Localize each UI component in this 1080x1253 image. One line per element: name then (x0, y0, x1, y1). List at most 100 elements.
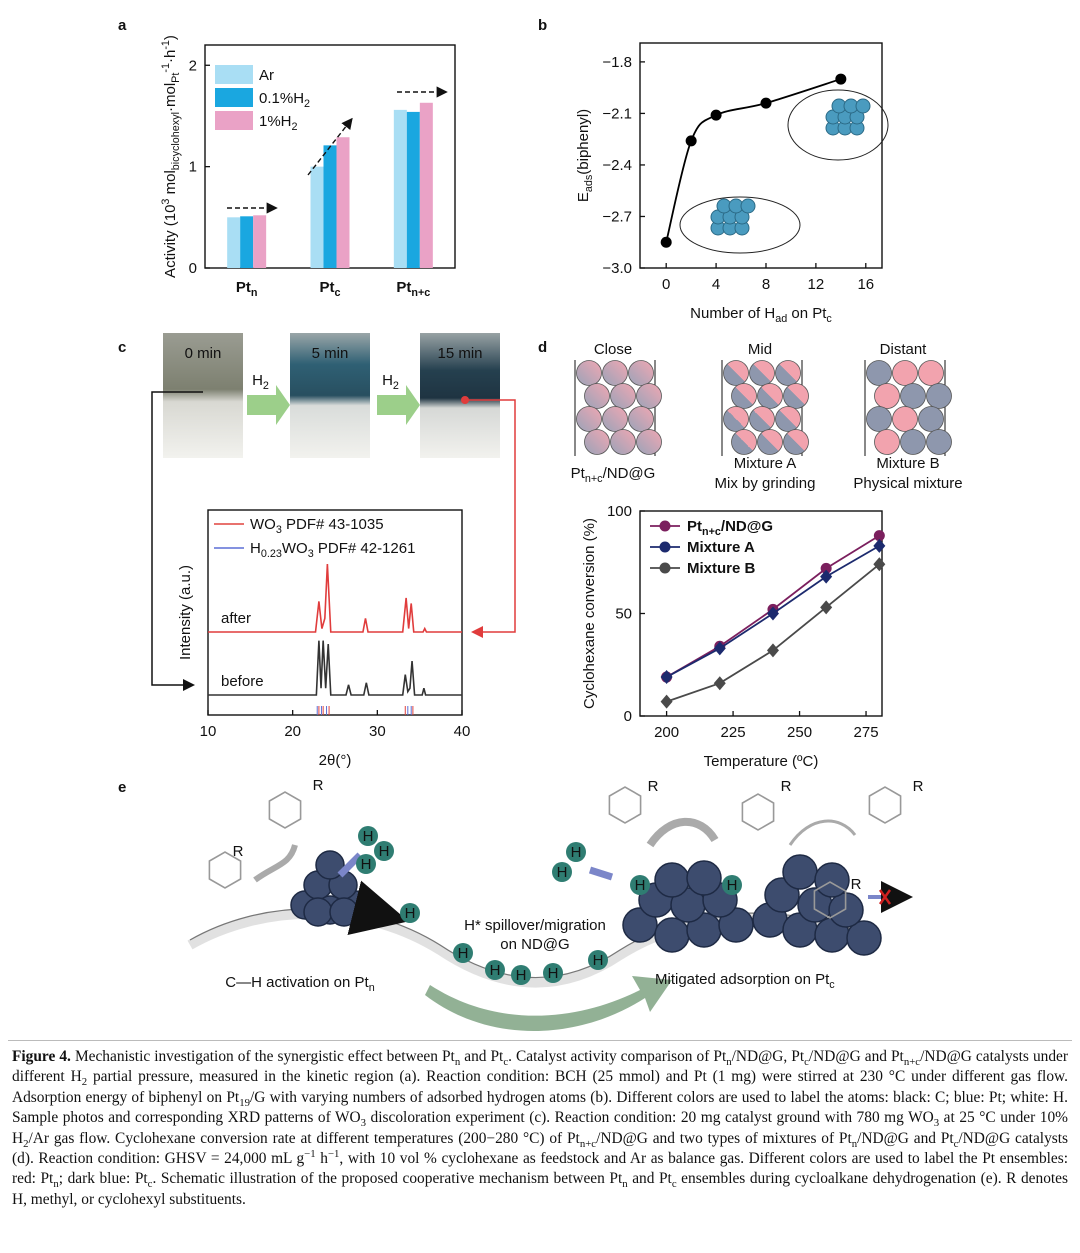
y-tick-label: 0 (189, 260, 197, 277)
h-atom-label: H (379, 843, 390, 860)
h-atom-label: H (458, 945, 469, 962)
flow-arrow (337, 852, 363, 878)
connector (465, 399, 516, 638)
x-tick-label: 16 (857, 276, 874, 293)
atom-disc (749, 406, 775, 432)
text-script: n+c (585, 473, 603, 485)
caption-script: 3 (360, 1117, 367, 1130)
arrow-label: H2 (382, 372, 399, 392)
legend-label: 1%H2 (259, 113, 298, 133)
atom-disc (628, 406, 654, 432)
text-script: 3 (308, 548, 314, 560)
h-atom (543, 963, 563, 983)
y-axis-label: Cyclohexane conversion (%) (581, 518, 598, 709)
caption-segment: at 25 °C under 10% H (12, 1109, 1068, 1147)
x-tick-label: 40 (454, 723, 471, 740)
atom-disc (866, 360, 892, 386)
substituent-label: R (913, 778, 924, 795)
schematic-label: C—H activation on Ptn (225, 974, 374, 994)
caption-script: 19 (239, 1096, 250, 1109)
pt-atom (686, 860, 722, 896)
plot-frame (207, 509, 463, 716)
atom-disc (723, 360, 749, 386)
figure-caption: Figure 4. Mechanistic investigation of t… (12, 1047, 1068, 1210)
sample-photo (163, 333, 243, 458)
h-atom (588, 950, 608, 970)
text-script: 2 (292, 121, 298, 133)
cluster-inset (679, 196, 801, 254)
caption-segment: /ND@G, Pt (731, 1048, 805, 1065)
atom-disc (731, 429, 757, 455)
photo-label: 5 min (312, 345, 349, 362)
pt-atom (329, 897, 359, 927)
caption-script: c (953, 1137, 959, 1150)
x-axis-label: Number of Had on Ptc (690, 305, 832, 325)
caption-script: −1 (327, 1147, 340, 1160)
bar (310, 166, 324, 268)
atom-disc (757, 429, 783, 455)
data-point (760, 97, 772, 109)
y-tick-label: 50 (615, 606, 632, 623)
text-segment: Activity (10 (162, 205, 179, 278)
h-atom (485, 960, 505, 980)
text-segment: mol (162, 170, 179, 198)
schematic-label: on ND@G (500, 936, 569, 953)
caption-label: Figure 4. (12, 1048, 71, 1065)
y-axis-label: Eads(biphenyl) (575, 109, 595, 202)
curved-arrow (788, 819, 857, 846)
schematic-label: Mitigated adsorption on Ptc (655, 971, 835, 991)
data-point (820, 562, 832, 574)
data-point (710, 109, 722, 121)
legend-swatch (215, 88, 253, 107)
h-atom-label: H (593, 952, 604, 969)
y-tick-label: −2.4 (602, 157, 632, 174)
h-atom (400, 903, 420, 923)
legend-marker (659, 520, 671, 532)
scheme-title: Distant (880, 341, 928, 358)
atom-disc (584, 383, 610, 409)
ring-molecule (868, 786, 902, 824)
h-atom (453, 943, 473, 963)
pt-atom (315, 850, 345, 880)
h-atom-label: H (548, 965, 559, 982)
text-segment: on Pt (787, 305, 827, 322)
atom-disc (576, 360, 602, 386)
h-atom (722, 875, 742, 895)
atom-disc (628, 360, 654, 386)
x-tick-label: 200 (654, 724, 679, 741)
bar (419, 102, 433, 268)
bar (406, 111, 420, 269)
atom-disc (926, 429, 952, 455)
atom-disc (918, 406, 944, 432)
x-tick-label: 275 (854, 724, 879, 741)
data-point (660, 694, 673, 709)
text-script: n (369, 982, 375, 994)
h-atom-label: H (727, 877, 738, 894)
atom-disc (636, 383, 662, 409)
sample-photo (290, 333, 370, 458)
bar (227, 217, 241, 268)
caption-text: Mechanistic investigation of the synergi… (12, 1048, 1068, 1208)
atom-disc (584, 429, 610, 455)
scheme-title: Close (594, 341, 632, 358)
caption-script: n (851, 1137, 858, 1150)
atom-disc (723, 406, 749, 432)
legend-label: Mixture A (687, 539, 755, 556)
text-script: -1 (160, 63, 172, 73)
curved-arrow (253, 844, 298, 883)
x-tick-label: 30 (369, 723, 386, 740)
text-segment: Pt (236, 279, 251, 296)
text-script: 2 (304, 98, 310, 110)
xrd-trace (208, 640, 462, 696)
text-script: 2 (393, 380, 399, 392)
data-point (766, 606, 779, 621)
h-atom-label: H (571, 844, 582, 861)
atom-disc (892, 360, 918, 386)
atom-disc (874, 429, 900, 455)
green-arrow (377, 385, 420, 425)
plot-frame (639, 42, 883, 269)
pt-atom (654, 917, 690, 953)
substituent-label: R (233, 843, 244, 860)
text-segment: 0.1%H (259, 90, 304, 107)
x-tick-label: 225 (721, 724, 746, 741)
